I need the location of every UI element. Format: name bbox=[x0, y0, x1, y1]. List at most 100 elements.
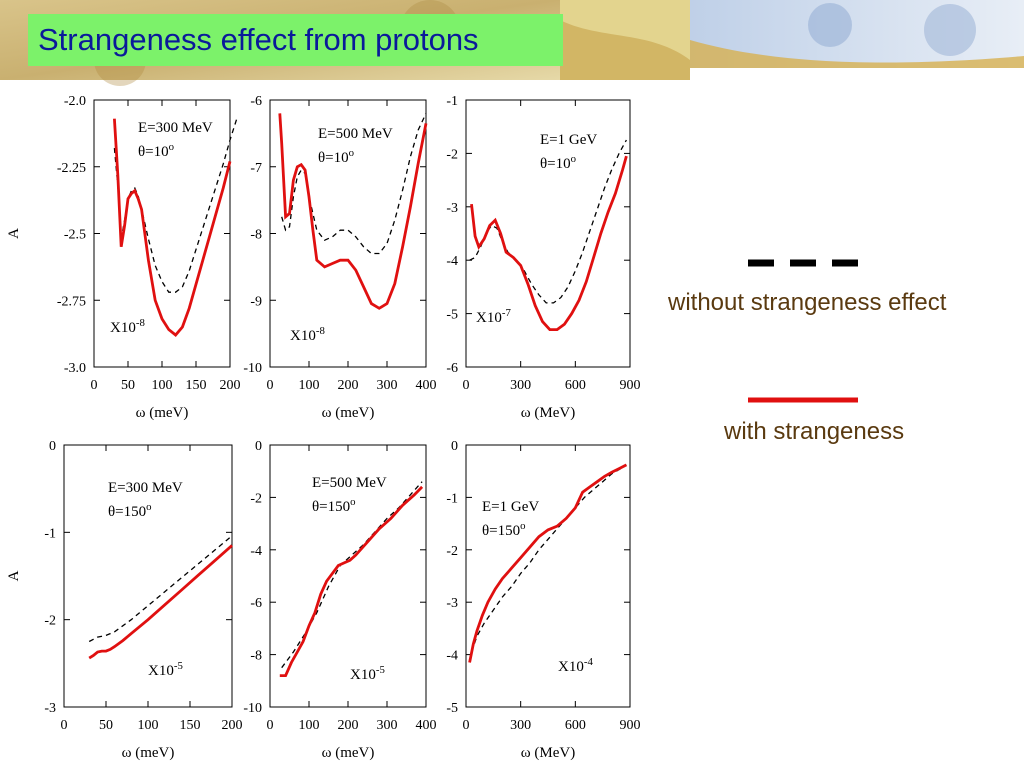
y-axis-label: A bbox=[6, 228, 22, 239]
x-tick-label: 600 bbox=[565, 378, 586, 393]
plots-svg: -3.0 -2.75 -2.5 -2.25 -2.0 0 50 100 150 200 ω (meV… bbox=[6, 94, 641, 761]
annotation-energy: E=500 MeV bbox=[312, 475, 387, 491]
legend-solid-label: with strangeness bbox=[724, 418, 905, 445]
y-tick-label: -2 bbox=[44, 614, 56, 629]
x-tick-label: 300 bbox=[510, 718, 531, 733]
y-tick-label: -6 bbox=[250, 94, 262, 109]
y-tick-label: 0 bbox=[255, 439, 262, 454]
slide-title: Strangeness effect from protons bbox=[38, 22, 479, 57]
series-solid-line bbox=[468, 463, 628, 663]
x-axis-label: ω (meV) bbox=[122, 745, 175, 761]
x-tick-label: 100 bbox=[138, 718, 159, 733]
y-tick-label: -6 bbox=[250, 596, 262, 611]
series-solid-line bbox=[279, 485, 424, 677]
annotation-energy: E=300 MeV bbox=[138, 120, 213, 136]
scale-label: X10-7 bbox=[476, 307, 511, 326]
y-tick-label: -4 bbox=[446, 649, 458, 664]
decorative-banner: Strangeness effect from protons bbox=[0, 0, 1024, 86]
y-tick-label: -7 bbox=[250, 161, 262, 176]
x-tick-label: 100 bbox=[152, 378, 173, 393]
x-tick-label: 900 bbox=[620, 718, 641, 733]
y-tick-label: -2 bbox=[250, 491, 262, 506]
legend-solid-line-icon bbox=[748, 397, 858, 403]
series-solid-line bbox=[470, 155, 628, 332]
annotation-angle: θ=150o bbox=[482, 520, 526, 539]
x-tick-label: 0 bbox=[267, 378, 274, 393]
y-tick-label: -2 bbox=[446, 147, 458, 162]
series-dashed-line bbox=[469, 139, 627, 304]
series-solid-line bbox=[88, 544, 233, 660]
annotation-angle: θ=10o bbox=[540, 153, 576, 172]
y-tick-label: -2.75 bbox=[57, 294, 86, 309]
chart-panel-top-middle: -10 -9 -8 -7 -6 0 100 200 300 400 ω (meV) E=500 MeV… bbox=[243, 94, 436, 421]
x-tick-label: 0 bbox=[463, 718, 470, 733]
y-tick-label: -2 bbox=[446, 544, 458, 559]
chart-panel-bottom-left: -3 -2 -1 0 0 50 100 150 200 ω (meV) A E=300 MeV θ=15… bbox=[6, 439, 243, 761]
y-tick-label: -2.0 bbox=[64, 94, 86, 109]
y-tick-label: -8 bbox=[250, 228, 262, 243]
scale-label: X10-5 bbox=[148, 660, 183, 679]
x-tick-label: 300 bbox=[377, 718, 398, 733]
x-tick-label: 200 bbox=[338, 378, 359, 393]
x-axis-label: ω (meV) bbox=[136, 405, 189, 421]
x-tick-label: 200 bbox=[220, 378, 241, 393]
chart-panel-bottom-middle: -10 -8 -6 -4 -2 0 0 100 200 300 400 ω (meV) E=500 Me… bbox=[243, 439, 436, 761]
x-axis-label: ω (MeV) bbox=[521, 405, 575, 421]
series-solid-line bbox=[113, 118, 232, 337]
scale-label: X10-5 bbox=[350, 664, 385, 683]
x-tick-label: 50 bbox=[121, 378, 135, 393]
x-tick-label: 200 bbox=[338, 718, 359, 733]
title-box: Strangeness effect from protons bbox=[28, 14, 563, 66]
y-tick-label: -3 bbox=[446, 596, 458, 611]
y-tick-label: -3 bbox=[446, 201, 458, 216]
annotation-angle: θ=150o bbox=[108, 501, 152, 520]
plot-area: -3.0 -2.75 -2.5 -2.25 -2.0 0 50 100 150 200 ω (meV… bbox=[0, 80, 650, 768]
y-tick-label: -10 bbox=[243, 361, 262, 376]
legend-dashed-line-icon bbox=[748, 259, 864, 267]
plot-frame bbox=[465, 99, 631, 368]
x-tick-label: 300 bbox=[510, 378, 531, 393]
y-tick-label: -3 bbox=[44, 701, 56, 716]
annotation-angle: θ=10o bbox=[138, 141, 174, 160]
scale-label: X10-8 bbox=[290, 325, 325, 344]
y-tick-label: -8 bbox=[250, 649, 262, 664]
y-tick-label: -2.25 bbox=[57, 161, 86, 176]
legend-dashed-label: without strangeness effect bbox=[668, 289, 947, 316]
x-tick-label: 0 bbox=[61, 718, 68, 733]
chart-panel-top-left: -3.0 -2.75 -2.5 -2.25 -2.0 0 50 100 150 200 ω (meV… bbox=[6, 94, 241, 421]
y-tick-label: -9 bbox=[250, 294, 262, 309]
series-solid-line bbox=[278, 113, 428, 310]
x-tick-label: 400 bbox=[416, 378, 437, 393]
y-tick-label: -2.5 bbox=[64, 228, 86, 243]
y-axis-label: A bbox=[6, 570, 22, 581]
x-axis-label: ω (meV) bbox=[322, 405, 375, 421]
y-tick-label: 0 bbox=[451, 439, 458, 454]
y-tick-label: -4 bbox=[250, 544, 262, 559]
x-axis-label: ω (meV) bbox=[322, 745, 375, 761]
x-tick-label: 400 bbox=[416, 718, 437, 733]
x-tick-label: 600 bbox=[565, 718, 586, 733]
y-tick-label: -4 bbox=[446, 254, 458, 269]
x-tick-label: 50 bbox=[99, 718, 113, 733]
x-axis-label: ω (MeV) bbox=[521, 745, 575, 761]
series-dashed-line bbox=[281, 113, 427, 255]
y-tick-label: -3.0 bbox=[64, 361, 86, 376]
scale-label: X10-8 bbox=[110, 317, 145, 336]
annotation-energy: E=1 GeV bbox=[540, 132, 597, 148]
x-tick-label: 100 bbox=[299, 718, 320, 733]
y-tick-label: -5 bbox=[446, 701, 458, 716]
x-tick-label: 200 bbox=[222, 718, 243, 733]
annotation-angle: θ=10o bbox=[318, 147, 354, 166]
x-tick-label: 0 bbox=[463, 378, 470, 393]
y-tick-label: 0 bbox=[49, 439, 56, 454]
annotation-energy: E=300 MeV bbox=[108, 480, 183, 496]
series-dashed-line bbox=[113, 118, 238, 293]
x-tick-label: 150 bbox=[180, 718, 201, 733]
y-tick-label: -1 bbox=[446, 94, 458, 109]
y-tick-label: -1 bbox=[44, 526, 56, 541]
y-tick-label: -6 bbox=[446, 361, 458, 376]
y-tick-label: -5 bbox=[446, 308, 458, 323]
annotation-angle: θ=150o bbox=[312, 496, 356, 515]
annotation-energy: E=500 MeV bbox=[318, 126, 393, 142]
series-dashed-line bbox=[88, 535, 233, 643]
